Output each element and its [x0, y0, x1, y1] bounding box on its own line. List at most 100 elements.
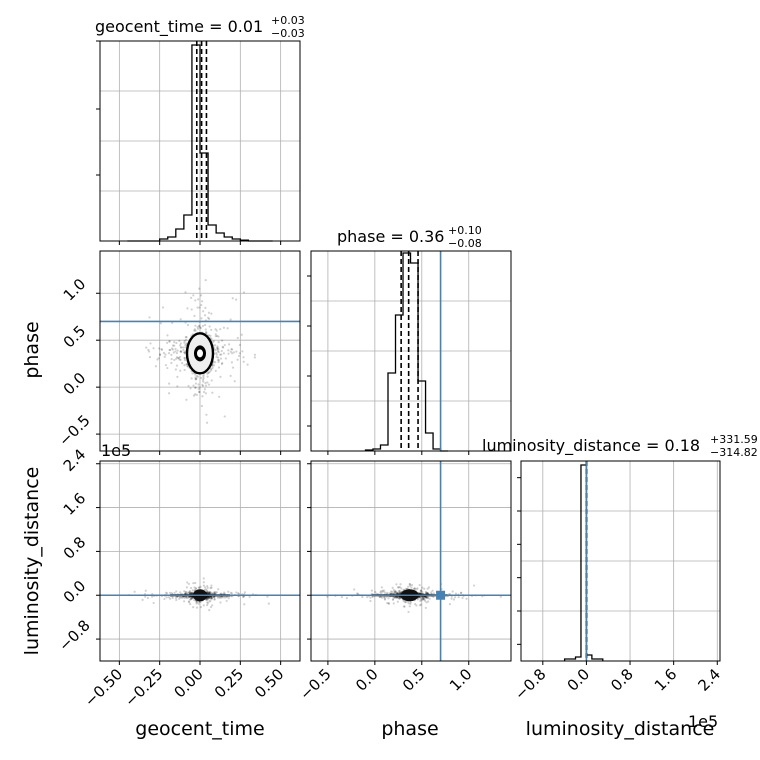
- sample-point: [235, 350, 238, 353]
- sample-point: [204, 384, 208, 387]
- sample-point: [198, 390, 201, 394]
- sample-point: [178, 355, 182, 358]
- sample-point: [241, 350, 244, 353]
- sample-point: [237, 592, 240, 595]
- sample-point: [230, 592, 234, 595]
- sample-point: [193, 586, 196, 589]
- sample-point: [207, 371, 210, 374]
- sample-point: [222, 596, 225, 599]
- sample-point: [380, 586, 383, 589]
- sample-point: [399, 596, 402, 599]
- sample-point: [418, 595, 421, 599]
- sample-point: [426, 596, 429, 599]
- sample-point: [226, 327, 229, 330]
- sample-point: [232, 351, 235, 354]
- sample-point: [197, 383, 200, 386]
- xlabel-geocent-time: geocent_time: [135, 718, 264, 740]
- sample-point: [220, 353, 223, 356]
- sample-point: [206, 597, 210, 600]
- sample-point: [189, 387, 192, 390]
- panel-frame-luminosity_distance-luminosity_distance: [520, 460, 721, 662]
- sample-point: [200, 300, 204, 303]
- sample-point: [419, 596, 422, 600]
- sample-point: [168, 382, 171, 385]
- title-geocent-time-plus: +0.03: [271, 14, 305, 27]
- sample-point: [460, 591, 463, 594]
- sample-point: [217, 359, 221, 362]
- sample-point: [178, 339, 181, 343]
- sample-point: [207, 316, 210, 319]
- sample-point: [162, 351, 166, 355]
- sample-point: [416, 598, 419, 601]
- sample-point: [183, 341, 186, 344]
- sample-point: [146, 596, 150, 600]
- histogram-geocent_time: [127, 44, 273, 242]
- sample-point: [379, 590, 383, 593]
- sample-point: [195, 606, 199, 609]
- sample-point: [425, 595, 429, 599]
- sample-point: [391, 586, 394, 589]
- sample-point: [191, 591, 194, 595]
- sample-point: [186, 365, 189, 368]
- sample-point: [191, 595, 194, 598]
- sample-point: [206, 598, 209, 601]
- contour-peak-phase-geocent-time: [197, 349, 203, 358]
- sample-point: [398, 589, 401, 592]
- sample-point: [386, 591, 389, 594]
- sample-point: [174, 596, 178, 600]
- sample-point: [168, 348, 171, 352]
- sample-point: [197, 298, 200, 301]
- sample-point: [159, 353, 162, 357]
- sample-point: [185, 586, 189, 589]
- sample-point: [381, 589, 384, 592]
- sample-point: [164, 353, 167, 356]
- yticklabel-luminosity_distance-4: 2.4: [60, 445, 90, 475]
- sample-point: [166, 341, 169, 344]
- sample-point: [190, 296, 193, 299]
- sample-point: [187, 384, 190, 388]
- sample-point: [157, 357, 160, 360]
- sample-point: [204, 278, 207, 282]
- title-geocent-time-minus: −0.03: [271, 27, 305, 40]
- sample-point: [211, 391, 214, 394]
- sample-point: [425, 591, 428, 594]
- sample-point: [452, 598, 456, 601]
- sample-point: [206, 585, 209, 588]
- histogram-luminosity_distance: [563, 464, 604, 661]
- sample-point: [195, 602, 198, 605]
- sample-point: [404, 587, 408, 591]
- xticklabel-luminosity_distance-2: 0.8: [607, 665, 637, 695]
- sample-point: [465, 597, 468, 600]
- sample-point: [216, 596, 219, 599]
- sample-point: [393, 590, 396, 594]
- sample-point: [213, 591, 216, 595]
- sample-point: [221, 339, 224, 342]
- sample-point: [213, 591, 216, 594]
- sample-point: [398, 592, 402, 595]
- sample-point: [182, 348, 185, 352]
- sample-point: [194, 376, 197, 379]
- yticklabel-luminosity_distance-0: −0.8: [55, 616, 93, 654]
- sample-point: [198, 586, 201, 589]
- sample-point: [419, 603, 423, 606]
- sample-point: [166, 334, 169, 337]
- sample-point: [381, 590, 384, 593]
- sample-point: [182, 346, 185, 349]
- sample-point: [397, 591, 401, 595]
- sample-point: [178, 358, 181, 361]
- sample-point: [203, 388, 207, 391]
- sample-point: [147, 348, 150, 352]
- sample-point: [380, 592, 383, 595]
- sample-point: [179, 346, 182, 349]
- sample-point: [144, 595, 147, 598]
- sample-point: [418, 592, 422, 595]
- sample-point: [176, 375, 179, 379]
- sample-point: [404, 600, 407, 604]
- sample-point: [171, 321, 174, 324]
- sample-point: [238, 352, 241, 355]
- sample-point: [190, 597, 193, 600]
- sample-point: [224, 357, 227, 360]
- title-geocent-time: geocent_time = 0.01: [95, 17, 263, 37]
- sample-point: [202, 375, 205, 378]
- sample-point: [243, 603, 246, 606]
